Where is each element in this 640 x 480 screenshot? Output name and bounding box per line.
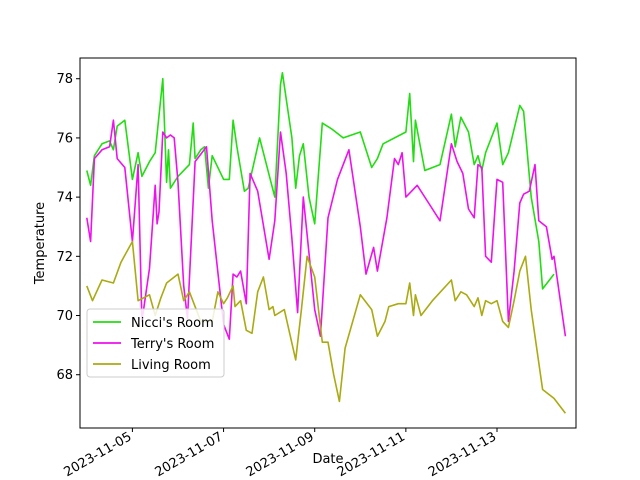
y-tick-label: 74	[56, 191, 73, 206]
y-tick-label: 68	[56, 368, 73, 383]
series-line-2	[86, 119, 567, 340]
series-line-1	[86, 72, 555, 290]
series-layer	[86, 72, 567, 414]
y-axis: 68 70 72 74 76 78	[56, 72, 80, 383]
y-axis-label: Temperature	[33, 202, 48, 285]
y-tick-label: 70	[56, 309, 73, 324]
legend: Nicci's Room Terry's Room Living Room	[86, 308, 225, 378]
legend-label: Terry's Room	[130, 337, 214, 352]
y-tick-label: 76	[56, 131, 73, 146]
y-tick-label: 72	[56, 250, 73, 265]
series-line-3	[86, 240, 567, 414]
legend-label: Nicci's Room	[131, 316, 214, 331]
legend-label: Living Room	[131, 358, 211, 373]
legend-box	[86, 308, 225, 378]
x-axis-label: Date	[312, 452, 343, 467]
y-tick-label: 78	[56, 72, 73, 87]
plot-frame	[79, 57, 577, 429]
